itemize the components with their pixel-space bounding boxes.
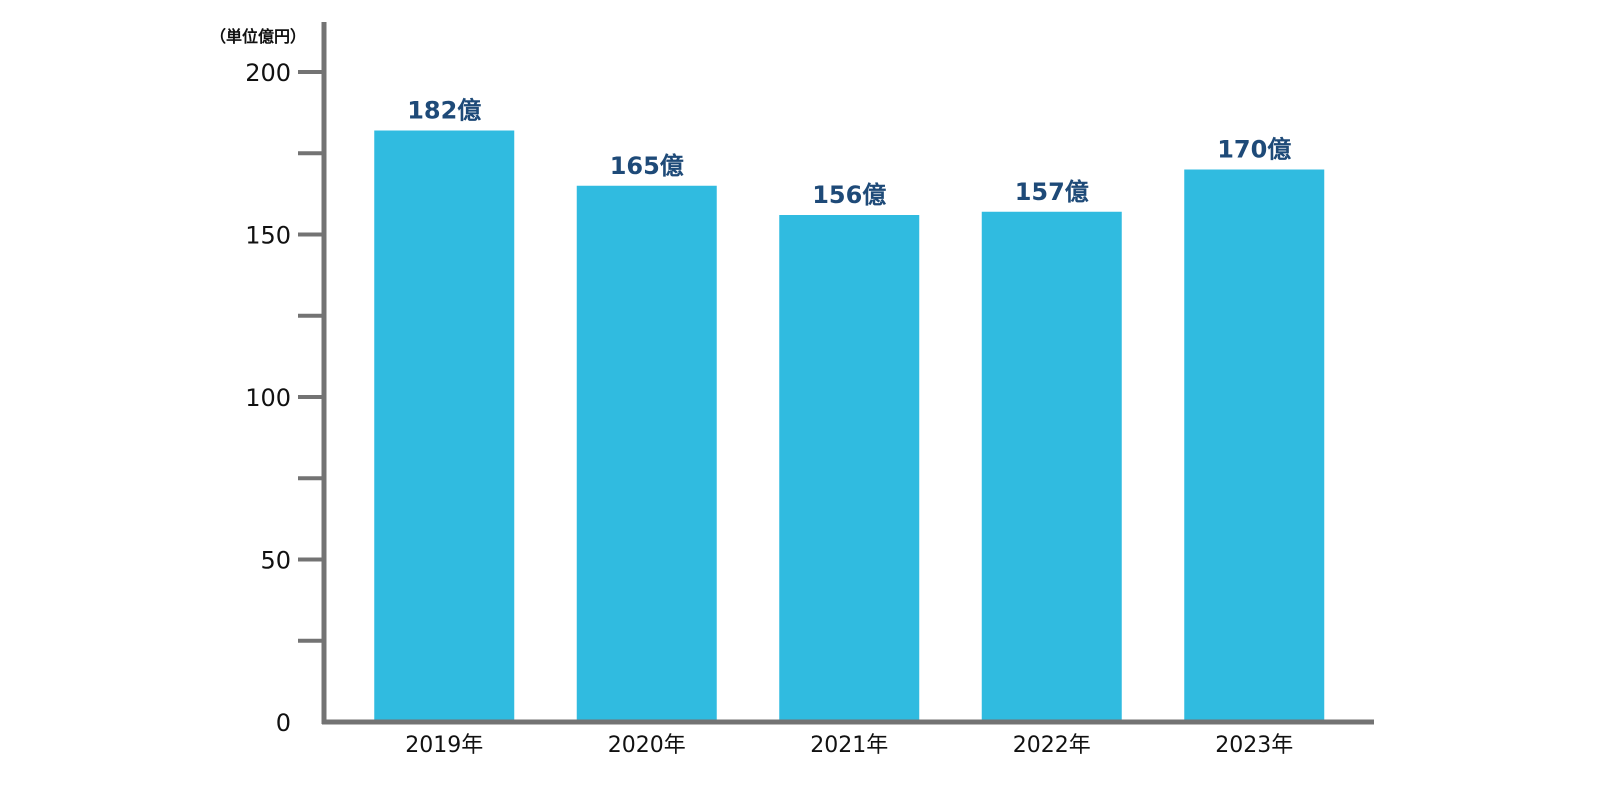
bar-value-label: 182億: [407, 97, 481, 125]
bar-value-label: 170億: [1217, 136, 1291, 164]
x-category-label: 2022年: [1013, 733, 1091, 758]
y-tick-label: 100: [245, 384, 291, 412]
x-category-label: 2021年: [810, 733, 888, 758]
x-category-label: 2023年: [1215, 733, 1293, 758]
bars: [374, 130, 1325, 722]
bar: [576, 185, 717, 722]
y-tick-label: 0: [276, 709, 291, 737]
y-tick-label: 200: [245, 59, 291, 87]
x-category-label: 2020年: [608, 733, 686, 758]
bar-value-label: 165億: [610, 152, 684, 180]
y-tick-label: 50: [260, 547, 291, 575]
y-tick-label: 150: [245, 222, 291, 250]
unit-label: （単位億円）: [210, 27, 306, 46]
bar-value-label: 156億: [812, 181, 886, 209]
bar: [374, 130, 515, 722]
data-labels: 182億 165億 156億 157億 170億: [407, 97, 1291, 210]
y-axis-ticks: 0 50 100 150 200: [245, 59, 324, 737]
bar: [981, 211, 1122, 722]
bar: [779, 215, 920, 722]
x-axis-labels: 2019年 2020年 2021年 2022年 2023年: [405, 733, 1293, 758]
bar-value-label: 157億: [1015, 178, 1089, 206]
bar: [1184, 169, 1325, 722]
x-category-label: 2019年: [405, 733, 483, 758]
